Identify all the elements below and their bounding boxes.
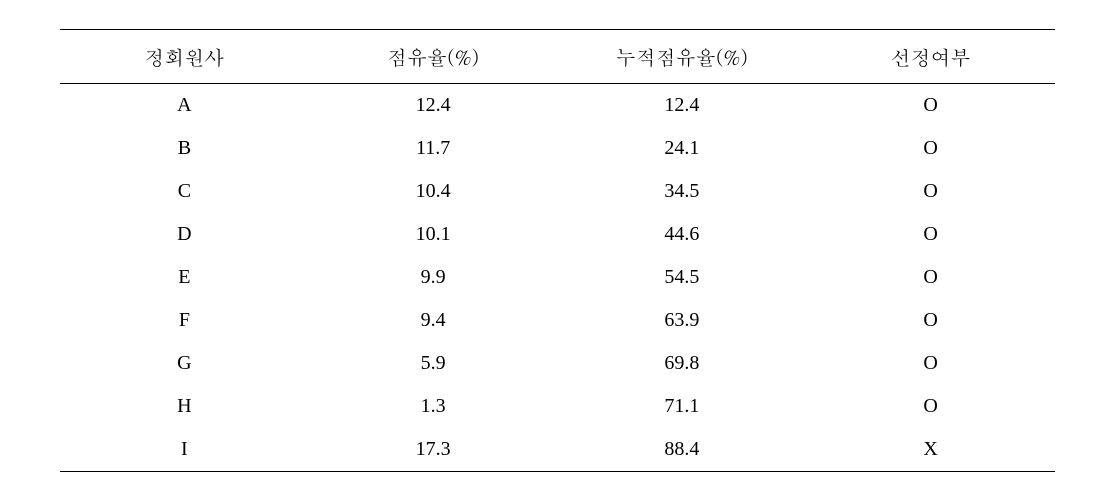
table-row: D 10.1 44.6 O [60, 213, 1055, 256]
table-row: I 17.3 88.4 X [60, 428, 1055, 472]
cell-share: 9.9 [309, 256, 558, 299]
data-table: 정회원사 점유율(%) 누적점유율(%) 선정여부 A 12.4 12.4 O … [60, 29, 1055, 472]
col-header-selected: 선정여부 [806, 29, 1055, 83]
cell-selected: O [806, 213, 1055, 256]
cell-share: 1.3 [309, 385, 558, 428]
cell-selected: X [806, 428, 1055, 472]
table-row: C 10.4 34.5 O [60, 170, 1055, 213]
cell-share: 11.7 [309, 127, 558, 170]
cell-member: E [60, 256, 309, 299]
cell-member: D [60, 213, 309, 256]
table-row: E 9.9 54.5 O [60, 256, 1055, 299]
cell-cumulative: 54.5 [558, 256, 807, 299]
table-row: H 1.3 71.1 O [60, 385, 1055, 428]
cell-member: H [60, 385, 309, 428]
cell-selected: O [806, 83, 1055, 127]
cell-share: 9.4 [309, 299, 558, 342]
cell-share: 17.3 [309, 428, 558, 472]
table-row: G 5.9 69.8 O [60, 342, 1055, 385]
cell-selected: O [806, 299, 1055, 342]
table-body: A 12.4 12.4 O B 11.7 24.1 O C 10.4 34.5 … [60, 83, 1055, 471]
cell-cumulative: 34.5 [558, 170, 807, 213]
col-header-cumulative: 누적점유율(%) [558, 29, 807, 83]
cell-cumulative: 71.1 [558, 385, 807, 428]
cell-share: 10.4 [309, 170, 558, 213]
cell-member: F [60, 299, 309, 342]
cell-cumulative: 12.4 [558, 83, 807, 127]
cell-cumulative: 88.4 [558, 428, 807, 472]
cell-member: A [60, 83, 309, 127]
cell-share: 10.1 [309, 213, 558, 256]
cell-cumulative: 24.1 [558, 127, 807, 170]
table-row: A 12.4 12.4 O [60, 83, 1055, 127]
col-header-member: 정회원사 [60, 29, 309, 83]
cell-selected: O [806, 385, 1055, 428]
cell-member: I [60, 428, 309, 472]
cell-member: B [60, 127, 309, 170]
cell-cumulative: 63.9 [558, 299, 807, 342]
cell-selected: O [806, 170, 1055, 213]
col-header-share: 점유율(%) [309, 29, 558, 83]
cell-cumulative: 69.8 [558, 342, 807, 385]
cell-selected: O [806, 256, 1055, 299]
cell-selected: O [806, 342, 1055, 385]
cell-share: 12.4 [309, 83, 558, 127]
cell-member: C [60, 170, 309, 213]
cell-member: G [60, 342, 309, 385]
table-row: F 9.4 63.9 O [60, 299, 1055, 342]
cell-selected: O [806, 127, 1055, 170]
table-row: B 11.7 24.1 O [60, 127, 1055, 170]
table-header-row: 정회원사 점유율(%) 누적점유율(%) 선정여부 [60, 29, 1055, 83]
cell-share: 5.9 [309, 342, 558, 385]
cell-cumulative: 44.6 [558, 213, 807, 256]
